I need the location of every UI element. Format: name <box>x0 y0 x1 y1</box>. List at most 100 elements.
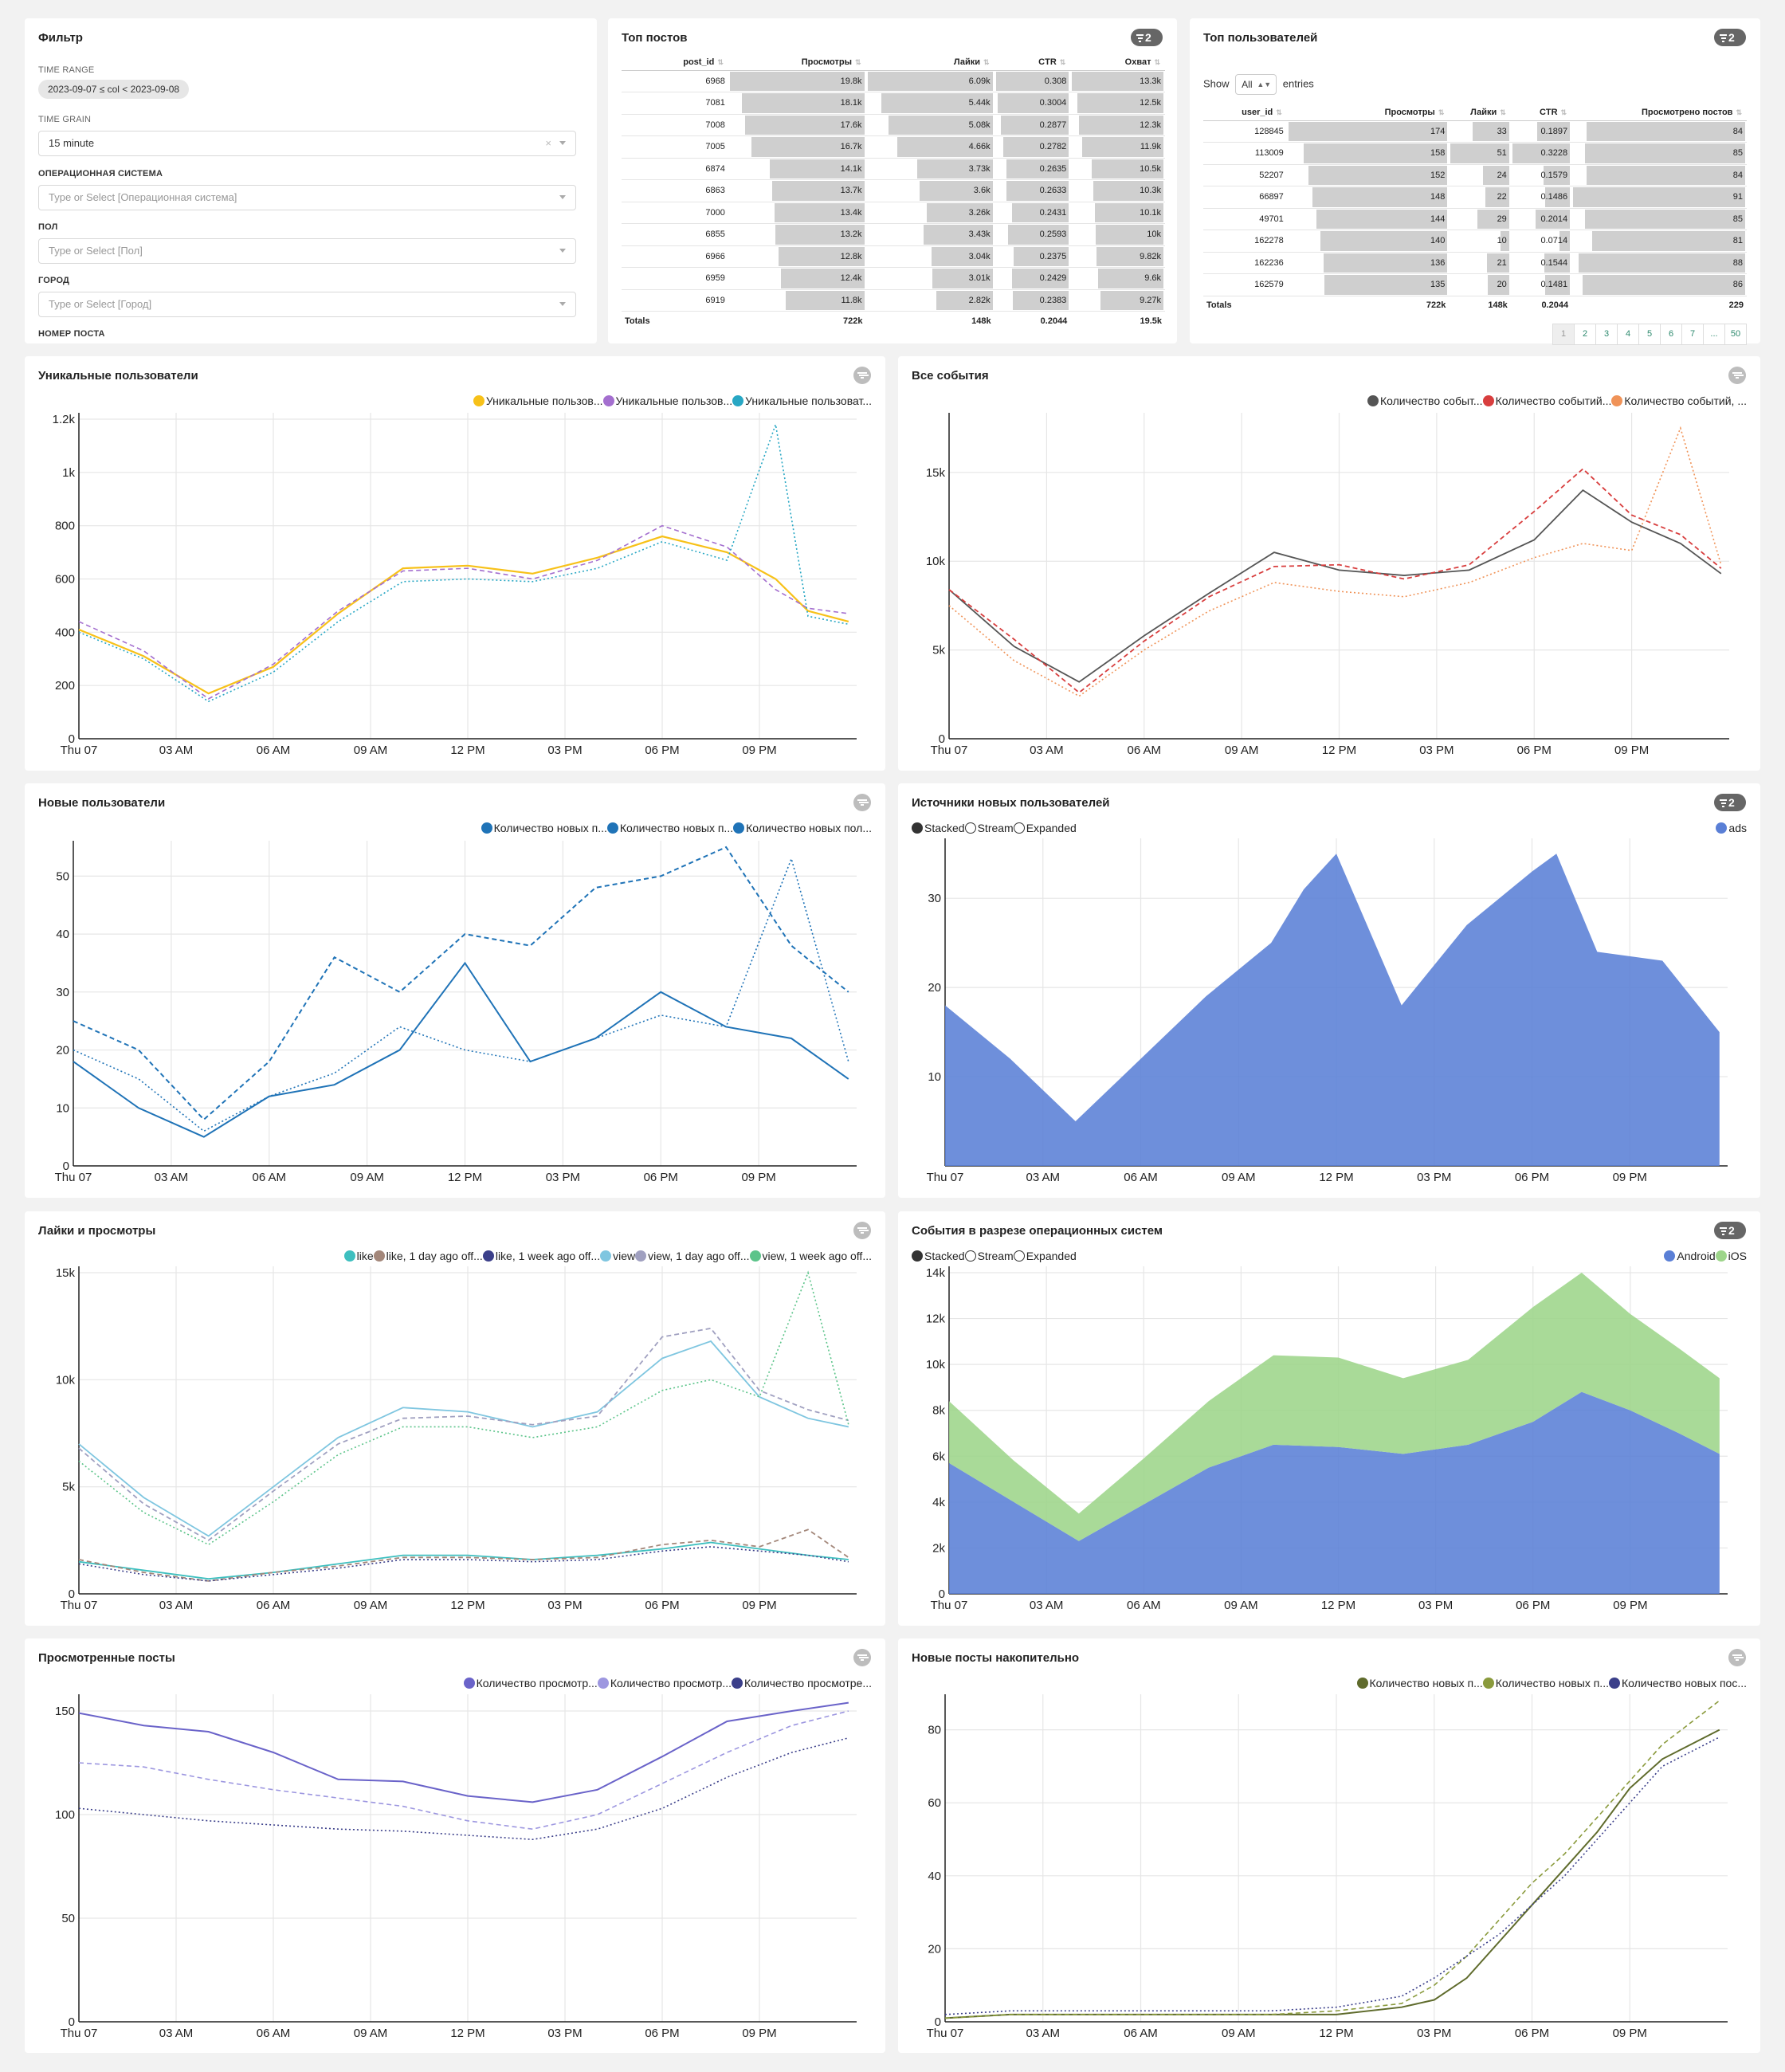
legend-item[interactable]: Количество новых п... <box>606 822 733 834</box>
filter-icon[interactable] <box>853 367 871 384</box>
cell-bar <box>1093 181 1163 201</box>
column-header[interactable]: Охват ⇅ <box>1070 54 1165 71</box>
filter-badge[interactable]: 2 <box>1714 794 1746 811</box>
cell-bar <box>1006 181 1069 201</box>
page-button[interactable]: 6 <box>1660 324 1682 345</box>
time-grain-select[interactable]: 15 minute × <box>38 131 576 156</box>
cell-bar <box>1579 253 1745 273</box>
legend-item[interactable]: like <box>343 1250 374 1262</box>
column-header[interactable]: CTR ⇅ <box>994 54 1071 71</box>
cell-bar <box>1303 143 1448 163</box>
page-button[interactable]: 4 <box>1617 324 1639 345</box>
table-row: 6968 19.8k 6.09k 0.308 13.3k <box>622 70 1165 92</box>
legend-item[interactable]: Количество просмотре... <box>732 1677 872 1689</box>
page-size-select[interactable]: All ▲▼ <box>1235 74 1277 95</box>
page-button[interactable]: 7 <box>1681 324 1704 345</box>
filter-icon[interactable] <box>853 1222 871 1239</box>
legend-item[interactable]: like, 1 week ago off... <box>482 1250 600 1262</box>
page-button[interactable]: 1 <box>1552 324 1575 345</box>
column-header[interactable]: post_id ⇅ <box>622 54 728 71</box>
legend-item[interactable]: Количество событий, ... <box>1611 394 1747 407</box>
page-button[interactable]: 5 <box>1638 324 1661 345</box>
legend-item[interactable]: Количество просмотр... <box>597 1677 732 1689</box>
page-button[interactable]: 50 <box>1724 324 1747 345</box>
column-header[interactable]: Просмотры ⇅ <box>1286 104 1450 121</box>
legend-item[interactable]: Количество новых п... <box>1482 1677 1609 1689</box>
cell-value: 0.2593 <box>1039 230 1067 240</box>
cell-value: 10 <box>1497 236 1507 246</box>
city-select[interactable]: Type or Select [Город] <box>38 292 576 317</box>
cell-bar <box>1011 269 1069 288</box>
column-header[interactable]: CTR ⇅ <box>1510 104 1572 121</box>
legend-item[interactable]: ads <box>1716 822 1747 834</box>
legend-item[interactable]: iOS <box>1715 1250 1747 1262</box>
cell-value: 14.1k <box>840 163 862 174</box>
cell-value: 4.66k <box>968 142 991 152</box>
legend-item[interactable]: Уникальные пользов... <box>473 394 603 407</box>
time-range-chip[interactable]: 2023-09-07 ≤ col < 2023-09-08 <box>38 80 190 99</box>
legend-item[interactable]: Количество новых пос... <box>1608 1677 1747 1689</box>
column-header[interactable]: Просмотрено постов ⇅ <box>1571 104 1747 121</box>
top-users-card: Топ пользователей 2 Show All ▲▼ entries u… <box>1190 18 1760 345</box>
clear-icon[interactable]: × <box>545 137 551 149</box>
column-header[interactable]: Просмотры ⇅ <box>728 54 866 71</box>
stack-option-stream[interactable]: Stream <box>964 822 1014 834</box>
legend-dot-icon <box>635 1250 647 1262</box>
filter-icon[interactable] <box>1728 367 1746 384</box>
legend-label: like <box>356 1250 374 1262</box>
gender-select[interactable]: Type or Select [Пол] <box>38 238 576 264</box>
filter-badge[interactable]: 2 <box>1714 1222 1746 1239</box>
chart-card-new-user-sources: Источники новых пользователей 2 Stacked Str… <box>898 783 1760 1198</box>
legend-item[interactable]: Количество новых п... <box>481 822 607 834</box>
legend-item[interactable]: view, 1 week ago off... <box>749 1250 872 1262</box>
legend-item[interactable]: Количество просмотр... <box>463 1677 598 1689</box>
cell-bar <box>1092 159 1163 179</box>
stack-option-label: Stacked <box>924 822 965 834</box>
legend-item[interactable]: view <box>600 1250 635 1262</box>
cell-value: 10.1k <box>1140 207 1161 218</box>
filter-icon[interactable] <box>1728 1649 1746 1666</box>
legend-item[interactable]: like, 1 day ago off... <box>373 1250 483 1262</box>
bar-cell: 12.3k <box>1070 114 1165 136</box>
column-header[interactable]: Лайки ⇅ <box>1449 104 1511 121</box>
cell-value: 17.6k <box>840 120 862 130</box>
bar-cell: 136 <box>1286 252 1450 274</box>
cell-value: 85 <box>1732 214 1743 224</box>
bar-cell: 22 <box>1449 186 1511 209</box>
cell-value: 13.3k <box>1140 76 1161 86</box>
column-header[interactable]: user_id ⇅ <box>1203 104 1287 121</box>
filter-icon[interactable] <box>853 1649 871 1666</box>
cell-value: 144 <box>1430 214 1446 224</box>
filter-badge[interactable]: 2 <box>1131 29 1163 46</box>
filter-badge[interactable]: 2 <box>1714 29 1746 46</box>
stack-option-stacked[interactable]: Stacked <box>912 1250 965 1262</box>
cell-bar <box>1583 275 1745 295</box>
page-button[interactable]: 2 <box>1574 324 1596 345</box>
cell-bar <box>1592 231 1745 251</box>
legend-item[interactable]: Количество новых пол... <box>733 822 872 834</box>
chart-card-all-events: Все события Количество событ... Количество… <box>898 356 1760 771</box>
legend-item[interactable]: Android <box>1664 1250 1716 1262</box>
legend-item[interactable]: Уникальные пользов... <box>602 394 732 407</box>
column-header[interactable]: Лайки ⇅ <box>865 54 994 71</box>
legend-item[interactable]: Уникальные пользоват... <box>732 394 872 407</box>
stack-option-stacked[interactable]: Stacked <box>912 822 965 834</box>
filter-icon[interactable] <box>853 794 871 811</box>
totals-value: 148k <box>1488 300 1508 311</box>
cell-bar <box>1450 143 1509 163</box>
legend-item[interactable]: view, 1 day ago off... <box>635 1250 750 1262</box>
stack-option-expanded[interactable]: Expanded <box>1013 1250 1077 1262</box>
page-button[interactable]: 3 <box>1595 324 1618 345</box>
cell-bar <box>1079 115 1163 135</box>
legend-item[interactable]: Количество новых п... <box>1356 1677 1483 1689</box>
chart-title: Все события <box>912 369 989 383</box>
stack-option-expanded[interactable]: Expanded <box>1013 822 1077 834</box>
os-select[interactable]: Type or Select [Операционная система] <box>38 185 576 210</box>
bar-cell: 33 <box>1449 120 1511 143</box>
stack-option-stream[interactable]: Stream <box>964 1250 1014 1262</box>
legend-item[interactable]: Количество событий... <box>1482 394 1611 407</box>
cell-value: 0.2375 <box>1039 251 1067 261</box>
legend-label: Количество событий, ... <box>1624 394 1747 407</box>
page-button[interactable]: ... <box>1703 324 1725 345</box>
legend-item[interactable]: Количество событ... <box>1367 394 1483 407</box>
